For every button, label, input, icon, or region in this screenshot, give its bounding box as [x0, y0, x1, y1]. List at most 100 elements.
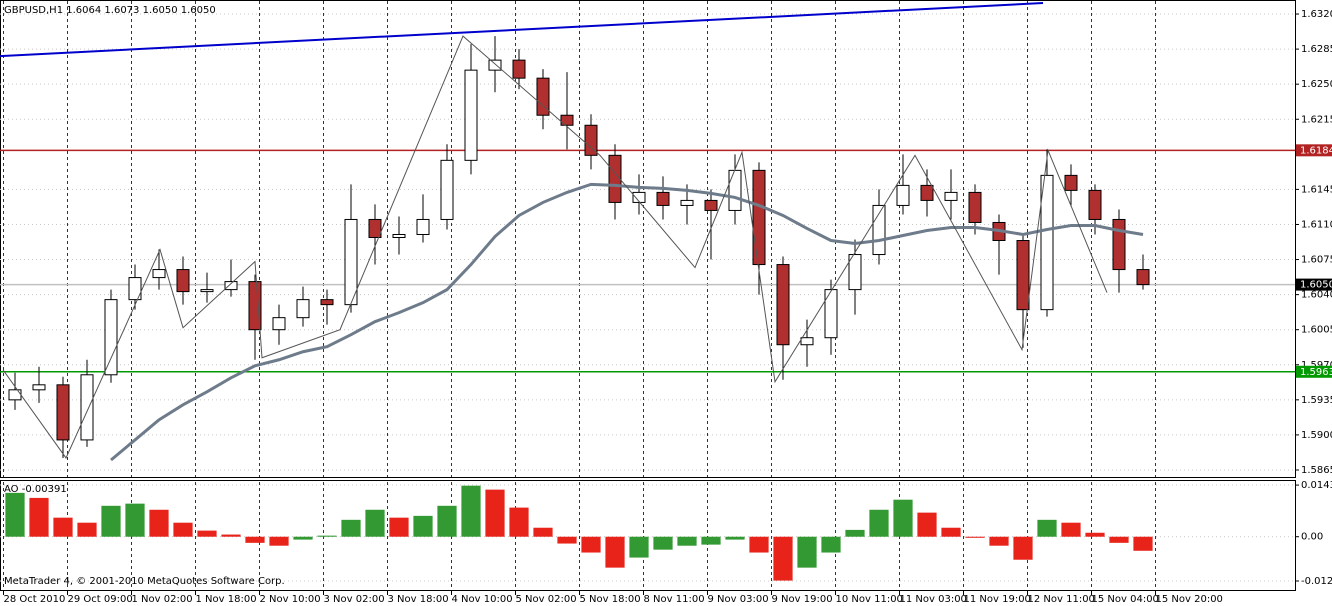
y-tick-label: 0.01437	[1301, 480, 1332, 491]
ao-bar	[293, 536, 313, 540]
y-tick-label: 1.6075	[1301, 255, 1332, 266]
ao-bar	[821, 536, 841, 553]
price-tag-label: 1.5963	[1300, 367, 1332, 378]
candle-body	[128, 277, 142, 301]
candle-body	[152, 269, 166, 279]
candle-body	[200, 289, 214, 293]
candle-body	[968, 191, 982, 223]
candle-body	[1112, 218, 1126, 271]
candle-body	[248, 281, 262, 331]
candle-body	[752, 169, 766, 266]
y-tick-label: -0.01232	[1301, 576, 1332, 587]
x-tick-label: 1 Nov 18:00	[196, 594, 257, 605]
y-tick-label: 1.6320	[1301, 9, 1332, 20]
y-tick-label: 1.5900	[1301, 430, 1332, 441]
ao-bar	[1037, 519, 1057, 537]
x-tick-label: 2 Nov 10:00	[260, 594, 321, 605]
ao-bar	[677, 536, 697, 546]
ao-bar	[1085, 532, 1105, 537]
x-tick-label: 29 Oct 09:00	[68, 594, 133, 605]
candle-body	[920, 184, 934, 201]
candle-body	[320, 299, 334, 306]
candle-body	[1136, 269, 1150, 286]
x-tick-label: 15 Nov 20:00	[1156, 594, 1223, 605]
x-tick-label: 3 Nov 02:00	[324, 594, 385, 605]
candle-body	[104, 299, 118, 376]
ao-bar	[125, 503, 145, 537]
ao-bar	[5, 492, 25, 537]
indicator-title: AO -0.00391	[4, 484, 67, 495]
ao-bar	[245, 536, 265, 543]
x-tick-label: 28 Oct 2010	[4, 594, 66, 605]
candle-body	[800, 337, 814, 346]
candle-body	[8, 389, 22, 401]
x-tick-label: 11 Nov 19:00	[964, 594, 1031, 605]
candle-body	[632, 191, 646, 203]
trendline	[0, 2, 1044, 58]
price-tag	[1296, 144, 1332, 157]
candle-body	[1064, 174, 1078, 191]
ao-bar	[533, 527, 553, 537]
ao-bar	[1133, 536, 1153, 551]
ao-bar	[197, 530, 217, 537]
x-tick-label: 9 Nov 19:00	[772, 594, 833, 605]
x-tick-label: 11 Nov 03:00	[900, 594, 967, 605]
ao-bar	[965, 536, 985, 538]
ao-bar	[653, 536, 673, 550]
chart-title: GBPUSD,H1 1.6064 1.6073 1.6050 1.6050	[4, 5, 216, 16]
ao-bar	[389, 517, 409, 537]
candle-body	[608, 154, 622, 203]
x-tick-label: 5 Nov 02:00	[516, 594, 577, 605]
ao-bar	[101, 505, 121, 537]
candle-body	[344, 218, 358, 306]
x-tick-label: 15 Nov 04:00	[1092, 594, 1159, 605]
candle-body	[848, 254, 862, 291]
ao-bar	[53, 517, 73, 537]
ao-bar	[605, 536, 625, 568]
ao-bar	[869, 509, 889, 537]
x-tick-label: 1 Nov 02:00	[132, 594, 193, 605]
ao-bar	[725, 536, 745, 540]
y-tick-label: 1.6005	[1301, 325, 1332, 336]
candle-body	[680, 199, 694, 206]
ao-bar	[893, 499, 913, 537]
y-tick-label: 1.6145	[1301, 184, 1332, 195]
ao-bar	[29, 497, 49, 537]
y-tick-label: 1.5865	[1301, 465, 1332, 476]
ao-bar	[917, 512, 937, 537]
candle-body	[512, 59, 526, 79]
ao-bar	[845, 529, 865, 537]
candle-body	[944, 191, 958, 201]
candle-body	[440, 159, 454, 220]
ao-bar	[557, 536, 577, 544]
y-tick-label: 1.5935	[1301, 395, 1332, 406]
overlay-line	[2, 35, 1108, 459]
candle-body	[416, 218, 430, 235]
ao-bar	[701, 536, 721, 545]
price-tag	[1296, 365, 1332, 378]
candle-body	[584, 124, 598, 156]
candle-body	[728, 169, 742, 211]
ao-bar	[941, 527, 961, 537]
ao-bar	[581, 536, 601, 553]
candle-body	[704, 199, 718, 211]
ao-bar	[437, 505, 457, 537]
x-tick-label: 4 Nov 10:00	[452, 594, 513, 605]
candle-body	[56, 384, 70, 441]
ao-bar	[221, 534, 241, 537]
candle-body	[1088, 189, 1102, 220]
ao-bar	[269, 536, 289, 546]
ao-bar	[749, 536, 769, 553]
footer: MetaTrader 4, © 2001-2010 MetaQuotes Sof…	[4, 576, 285, 587]
ao-bar	[149, 509, 169, 537]
ao-bar	[629, 536, 649, 558]
ao-bar	[485, 489, 505, 537]
main-pane-frame	[0, 0, 1296, 478]
y-tick-label: 1.6250	[1301, 79, 1332, 90]
y-tick-label: 1.6215	[1301, 114, 1332, 125]
x-tick-label: 10 Nov 11:00	[836, 594, 903, 605]
candle-body	[560, 114, 574, 126]
